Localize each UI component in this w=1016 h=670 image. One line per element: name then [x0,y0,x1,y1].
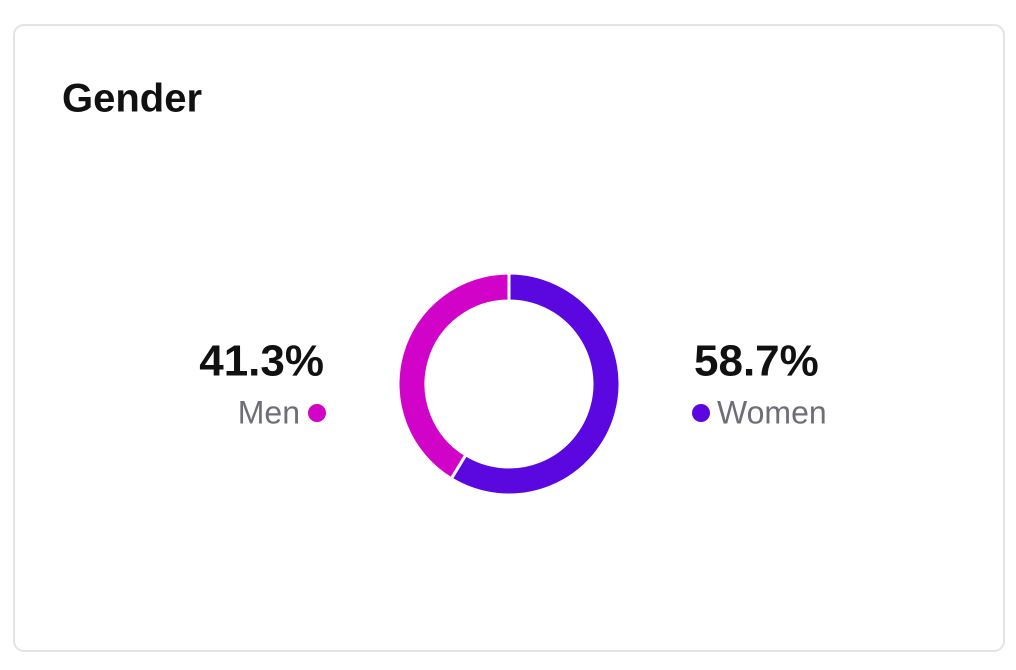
legend-label: Women [717,394,827,430]
chart-title: Gender [62,77,202,121]
legend-dot [308,404,326,422]
legend-dot [692,404,710,422]
donut-slice [449,271,622,497]
card [13,24,1005,652]
value-label: 41.3% [199,337,324,386]
value-label: 58.7% [694,337,819,386]
legend-label: Men [238,394,300,430]
